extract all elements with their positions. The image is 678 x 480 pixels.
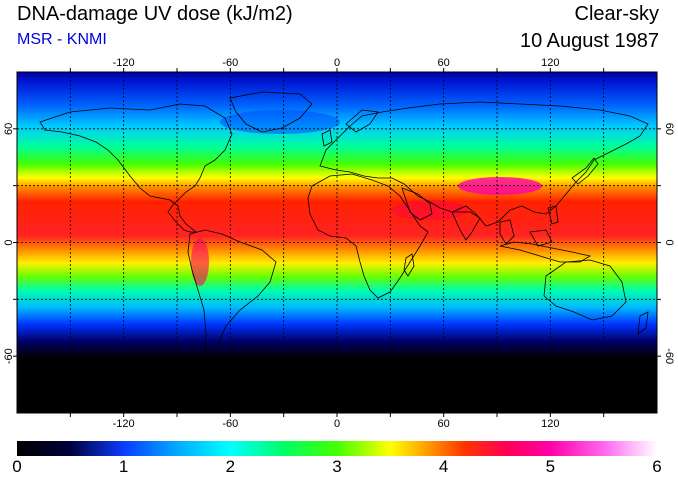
coast-australia: [543, 259, 627, 321]
coast-madagascar: [403, 253, 415, 277]
lat-label-right: 60: [663, 123, 675, 135]
coast-scandinavia: [345, 109, 379, 133]
lon-label-bottom: 60: [438, 418, 450, 430]
coast-british-isles: [321, 129, 333, 147]
coast-japan: [571, 157, 599, 185]
lon-label-top: 120: [541, 57, 559, 69]
coastlines: [17, 91, 657, 403]
colorbar-gradient: [17, 441, 657, 456]
lat-label-left: 0: [3, 239, 15, 245]
coast-antarctica: [17, 395, 657, 403]
greenland-lowspot: [220, 110, 340, 134]
lon-label-top: -120: [113, 57, 135, 69]
uv-dose-map: -120 -120 -60 -60 0 0 60 60 120 120 60 60 0 0 -60 -60: [3, 57, 675, 430]
coast-southeast-asia: [499, 219, 515, 245]
lat-label-right: 0: [663, 239, 675, 245]
coast-philippines: [547, 205, 559, 225]
colorbar-tick-label: 3: [332, 457, 342, 476]
colorbar-tick-label: 4: [438, 457, 449, 476]
coast-africa: [307, 173, 429, 299]
colorbar-tick-label: 0: [12, 457, 22, 476]
lat-label-left: -60: [3, 348, 15, 364]
coast-north-america: [39, 103, 233, 233]
coast-indonesia: [499, 241, 592, 263]
coast-new-zealand: [637, 311, 649, 335]
sky-condition-label: Clear-sky: [574, 3, 659, 25]
tick-labels: -120 -120 -60 -60 0 0 60 60 120 120 60 60 0 0 -60 -60: [3, 57, 675, 430]
colorbar-tick-label: 6: [652, 457, 662, 476]
lon-label-top: -60: [222, 57, 238, 69]
lon-label-bottom: 120: [541, 418, 559, 430]
colorbar-tick-label: 5: [545, 457, 556, 476]
frame-ticks: [13, 68, 661, 417]
lon-label-top: 60: [438, 57, 450, 69]
lon-label-bottom: 0: [334, 418, 340, 430]
tibet-hotspot: [458, 177, 542, 195]
coast-arabia: [401, 187, 433, 221]
map-title: DNA-damage UV dose (kJ/m2): [17, 3, 293, 25]
lon-label-bottom: -120: [113, 418, 135, 430]
andes-hotspot: [191, 238, 209, 286]
lon-label-top: 0: [334, 57, 340, 69]
map-subtitle: MSR - KNMI: [17, 31, 107, 48]
lon-label-bottom: -60: [222, 418, 238, 430]
coast-greenland: [229, 91, 313, 133]
coast-borneo: [529, 229, 553, 247]
colorbar: [17, 441, 657, 456]
coast-south-america: [187, 229, 277, 357]
graticule: [17, 72, 657, 413]
lat-label-right: -60: [663, 348, 675, 364]
colorbar-tick-label: 1: [118, 457, 129, 476]
coast-india: [451, 211, 481, 241]
colorbar-tick-label: 2: [225, 457, 236, 476]
arabia-hotspot: [392, 200, 468, 220]
date-label: 10 August 1987: [519, 30, 659, 52]
lat-label-left: 60: [3, 123, 15, 135]
